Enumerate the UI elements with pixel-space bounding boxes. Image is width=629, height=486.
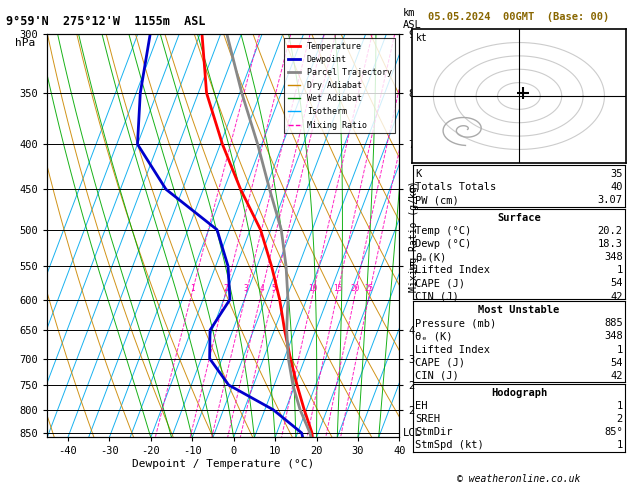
Text: CAPE (J): CAPE (J): [415, 278, 465, 289]
Text: 5: 5: [271, 284, 276, 293]
Text: 1: 1: [190, 284, 194, 293]
Text: 18.3: 18.3: [598, 239, 623, 249]
Text: Hodograph: Hodograph: [491, 388, 547, 398]
Text: θₑ (K): θₑ (K): [415, 331, 453, 342]
Text: 54: 54: [610, 278, 623, 289]
Text: 10: 10: [308, 284, 318, 293]
Text: 1: 1: [616, 440, 623, 451]
Text: CAPE (J): CAPE (J): [415, 358, 465, 368]
Text: 20.2: 20.2: [598, 226, 623, 236]
Text: 1: 1: [616, 265, 623, 276]
Text: Totals Totals: Totals Totals: [415, 182, 496, 192]
Text: SREH: SREH: [415, 414, 440, 424]
Text: 35: 35: [610, 169, 623, 179]
Text: K: K: [415, 169, 421, 179]
X-axis label: Dewpoint / Temperature (°C): Dewpoint / Temperature (°C): [132, 459, 314, 469]
Text: Lifted Index: Lifted Index: [415, 345, 490, 355]
Text: 1: 1: [616, 345, 623, 355]
Text: Temp (°C): Temp (°C): [415, 226, 471, 236]
Text: EH: EH: [415, 401, 428, 411]
Text: StmSpd (kt): StmSpd (kt): [415, 440, 484, 451]
Text: 3.07: 3.07: [598, 195, 623, 206]
Text: 15: 15: [333, 284, 342, 293]
Text: © weatheronline.co.uk: © weatheronline.co.uk: [457, 473, 581, 484]
Text: 1: 1: [616, 401, 623, 411]
Text: 348: 348: [604, 331, 623, 342]
Text: 885: 885: [604, 318, 623, 329]
Text: 42: 42: [610, 292, 623, 302]
Text: CIN (J): CIN (J): [415, 292, 459, 302]
Text: 9°59'N  275°12'W  1155m  ASL: 9°59'N 275°12'W 1155m ASL: [6, 15, 206, 28]
Text: 42: 42: [610, 371, 623, 381]
Legend: Temperature, Dewpoint, Parcel Trajectory, Dry Adiabat, Wet Adiabat, Isotherm, Mi: Temperature, Dewpoint, Parcel Trajectory…: [284, 38, 395, 133]
Text: 3: 3: [244, 284, 248, 293]
Text: PW (cm): PW (cm): [415, 195, 459, 206]
Text: kt: kt: [416, 33, 428, 43]
Text: 2: 2: [223, 284, 228, 293]
Text: km
ASL: km ASL: [403, 8, 421, 30]
Text: θₑ(K): θₑ(K): [415, 252, 447, 262]
Text: 4: 4: [259, 284, 264, 293]
Text: Surface: Surface: [497, 213, 541, 223]
Text: Lifted Index: Lifted Index: [415, 265, 490, 276]
Text: 25: 25: [365, 284, 374, 293]
Text: 05.05.2024  00GMT  (Base: 00): 05.05.2024 00GMT (Base: 00): [428, 12, 610, 22]
Text: 348: 348: [604, 252, 623, 262]
Text: 85°: 85°: [604, 427, 623, 437]
Text: Most Unstable: Most Unstable: [478, 305, 560, 315]
Text: Pressure (mb): Pressure (mb): [415, 318, 496, 329]
Text: Mixing Ratio (g/kg): Mixing Ratio (g/kg): [409, 180, 419, 292]
Text: hPa: hPa: [16, 38, 36, 48]
Text: StmDir: StmDir: [415, 427, 453, 437]
Text: 40: 40: [610, 182, 623, 192]
Text: Dewp (°C): Dewp (°C): [415, 239, 471, 249]
Text: 2: 2: [616, 414, 623, 424]
Text: 54: 54: [610, 358, 623, 368]
Text: LCL: LCL: [403, 428, 421, 438]
Text: 20: 20: [351, 284, 360, 293]
Text: CIN (J): CIN (J): [415, 371, 459, 381]
